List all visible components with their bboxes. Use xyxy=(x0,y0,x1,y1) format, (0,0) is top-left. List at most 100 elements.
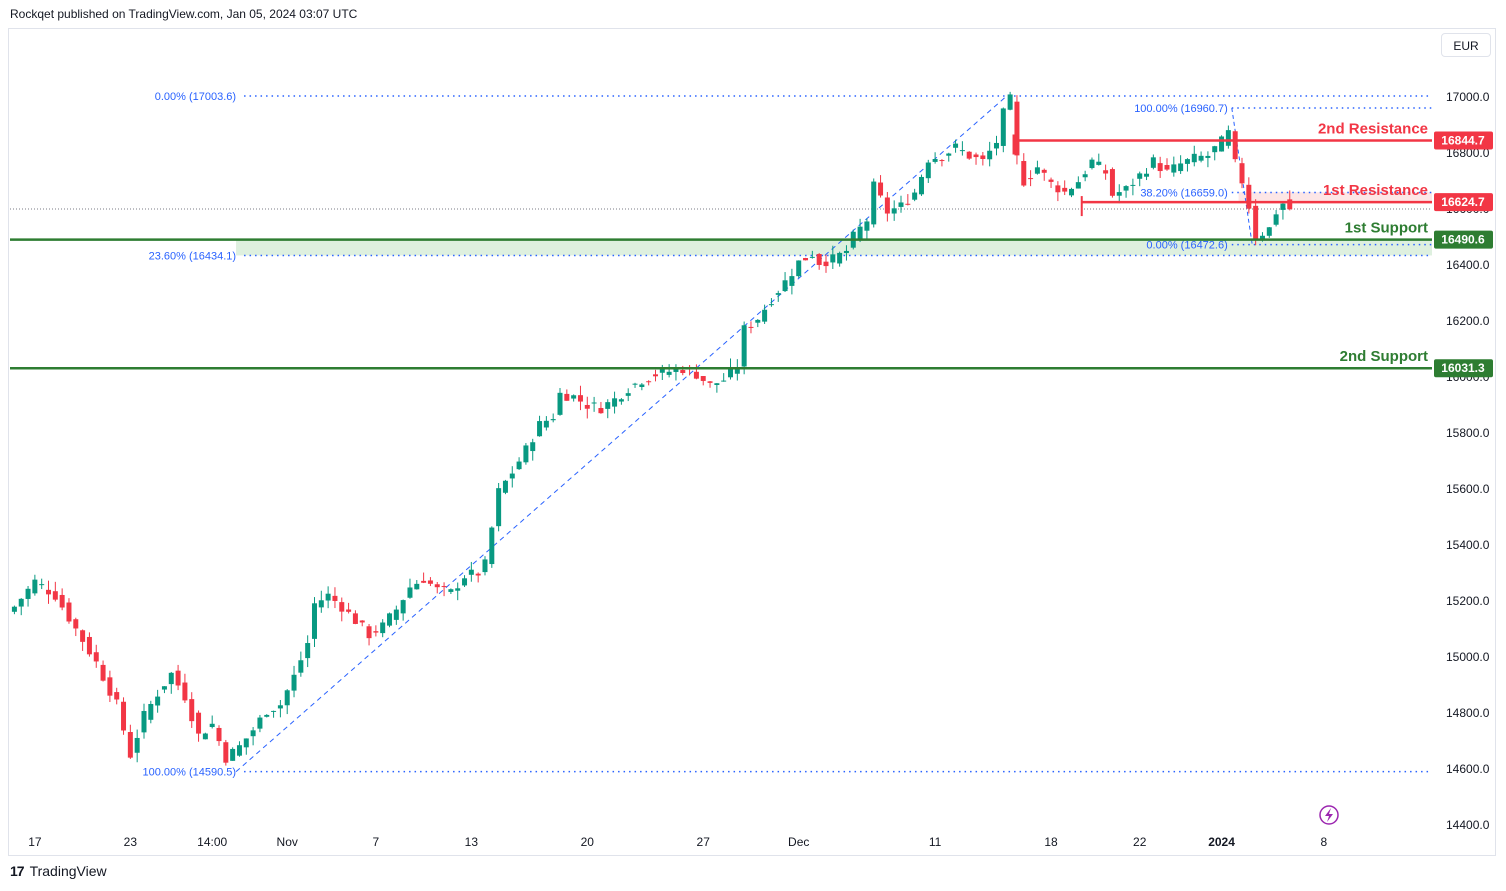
candle-body xyxy=(1055,185,1061,193)
candle-body xyxy=(1137,173,1143,179)
candle-body xyxy=(66,602,72,622)
candle-body xyxy=(202,733,208,740)
candle-body xyxy=(571,395,577,399)
candle-body xyxy=(448,589,454,592)
candle-body xyxy=(243,738,249,748)
candle-body xyxy=(189,699,195,722)
candle-body xyxy=(707,381,713,383)
candle-body xyxy=(1178,163,1184,172)
candle-body xyxy=(1150,157,1156,168)
candle-body xyxy=(912,192,918,200)
price-tag xyxy=(1434,359,1493,378)
fib-level-label: 100.00% (14590.5) xyxy=(142,767,236,779)
candle-body xyxy=(612,398,618,407)
price-tick-label: 15800.0 xyxy=(1446,426,1490,440)
candle-body xyxy=(1164,165,1170,170)
candle-body xyxy=(73,619,79,629)
fib-secondary-label: 38.20% (16659.0) xyxy=(1140,187,1227,199)
fib-trendline xyxy=(235,95,1008,773)
candle-body xyxy=(141,711,147,733)
candle-body xyxy=(264,714,270,717)
candle-body xyxy=(1096,161,1102,165)
candle-body xyxy=(550,419,556,421)
chart-frame xyxy=(8,28,1496,856)
candle-body xyxy=(284,690,290,706)
candle-body xyxy=(1116,192,1122,196)
candle-body xyxy=(816,254,822,265)
price-tag xyxy=(1434,193,1493,212)
candle-body xyxy=(271,710,277,712)
price-tick-label: 14600.0 xyxy=(1446,762,1490,776)
candle-body xyxy=(216,727,222,742)
candle-body xyxy=(1259,235,1265,240)
candle-body xyxy=(809,256,815,258)
candle-body xyxy=(18,598,24,607)
time-tick-label: 23 xyxy=(124,835,138,849)
candle-body xyxy=(837,252,843,264)
time-axis: 17 23 14:00 Nov 7 13 20 27 Dec 11 18 22 2024 8 xyxy=(28,835,1327,849)
candles-layer xyxy=(11,91,1293,766)
time-tick-label: 13 xyxy=(465,835,479,849)
candle-body xyxy=(925,162,931,179)
time-tick-label: 17 xyxy=(28,835,42,849)
candle-body xyxy=(1007,94,1013,110)
candle-body xyxy=(584,404,590,409)
candle-body xyxy=(796,260,802,277)
currency-button[interactable]: EUR xyxy=(1441,33,1491,57)
fib-level-label: 0.00% (17003.6) xyxy=(155,91,236,103)
candle-body xyxy=(1239,163,1245,184)
candle-body xyxy=(1075,182,1081,189)
candle-body xyxy=(878,182,884,196)
candle-body xyxy=(700,376,706,381)
candle-body xyxy=(291,674,297,691)
price-axis: 14400.0 14600.0 14800.0 15000.0 15200.0 15400… xyxy=(1446,90,1490,832)
candle-body xyxy=(52,591,58,600)
candle-body xyxy=(1273,214,1279,225)
candle-body xyxy=(618,399,624,402)
price-tags-layer: 16844.7 16624.7 16490.6 16031.3 xyxy=(1434,131,1493,378)
price-tick-label: 15400.0 xyxy=(1446,538,1490,552)
candle-body xyxy=(121,701,127,731)
candle-body xyxy=(632,383,638,385)
candle-body xyxy=(993,142,999,149)
candle-body xyxy=(161,686,167,690)
candle-body xyxy=(693,371,699,379)
candle-body xyxy=(11,606,17,612)
price-tick-label: 15200.0 xyxy=(1446,594,1490,608)
candle-body xyxy=(1171,164,1177,173)
time-tick-label: 22 xyxy=(1133,835,1147,849)
price-tick-label: 16400.0 xyxy=(1446,258,1490,272)
candle-body xyxy=(1253,205,1259,240)
candle-body xyxy=(577,395,583,402)
candle-body xyxy=(1062,187,1068,192)
levels-layer: 2nd Resistance 1st Resistance 1st Support 2… xyxy=(10,120,1432,370)
price-tick-label: 15000.0 xyxy=(1446,650,1490,664)
fib-level-label: 23.60% (16434.1) xyxy=(149,250,236,262)
price-tick-label: 14400.0 xyxy=(1446,818,1490,832)
lightning-icon[interactable] xyxy=(1319,805,1339,825)
candle-body xyxy=(1089,159,1095,169)
candle-body xyxy=(987,150,993,160)
candle-body xyxy=(652,374,658,377)
candle-body xyxy=(414,583,420,590)
candle-body xyxy=(311,603,317,639)
candle-body xyxy=(830,254,836,263)
candle-body xyxy=(441,586,447,588)
candle-body xyxy=(1041,169,1047,173)
candle-body xyxy=(734,368,740,374)
level-name: 2nd Resistance xyxy=(1318,120,1428,137)
candle-body xyxy=(789,276,795,286)
price-tag xyxy=(1434,131,1493,150)
candle-body xyxy=(209,723,215,728)
candle-body xyxy=(1225,130,1231,146)
candle-body xyxy=(762,309,768,322)
candle-body xyxy=(148,703,154,720)
tradingview-logo-icon: 17 xyxy=(10,863,25,879)
candle-body xyxy=(728,367,734,378)
candle-body xyxy=(318,600,324,608)
candle-body xyxy=(891,208,897,214)
candle-body xyxy=(543,420,549,428)
price-tick-label: 16200.0 xyxy=(1446,314,1490,328)
candle-body xyxy=(775,293,781,295)
